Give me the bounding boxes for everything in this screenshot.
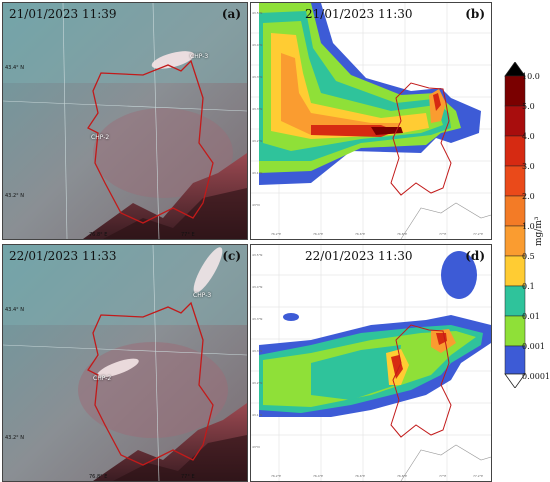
- timestamp-d: 22/01/2023 11:30: [305, 249, 413, 263]
- lat-tick-a-2: 43.2° N: [5, 193, 24, 199]
- chp2-label-a: CHP-2: [91, 134, 110, 141]
- map-lat-tick-b-4: 43.3°N: [252, 107, 263, 111]
- colorbar-label-10: 0.001: [522, 342, 545, 351]
- map-lat-tick-d-1: 43.5°N: [252, 253, 263, 257]
- map-lat-tick-b-3: 43.3°N: [252, 75, 263, 79]
- colorbar-label-1: 10.0: [522, 72, 540, 81]
- satellite-panel-c: 22/01/2023 11:33 (c) CHP-3 CHP-2 43.4° N…: [2, 244, 248, 482]
- panel-label-d: (d): [465, 249, 485, 263]
- colorbar-bottom-arrow: [504, 373, 526, 388]
- map-lon-tick-d-6: 77.2°E: [473, 474, 484, 478]
- timestamp-a: 21/01/2023 11:39: [9, 7, 117, 21]
- colorbar-label-11: 0.0001: [522, 372, 550, 381]
- colorbar-label-5: 2.0: [522, 192, 535, 201]
- map-lon-tick-d-3: 76.6°E: [355, 474, 366, 478]
- chp2-label-c: CHP-2: [93, 375, 112, 382]
- map-lat-tick-d-4: 43.3°N: [252, 349, 263, 353]
- concentration-field-d: [251, 245, 491, 481]
- timestamp-b: 21/01/2023 11:30: [305, 7, 413, 21]
- chp3-label-a: CHP-3: [190, 53, 209, 60]
- colorbar-label-4: 3.0: [522, 162, 535, 171]
- dispersion-map-d: 22/01/2023 11:30 (d) 43.5°N 43.4°N 43.3°…: [250, 244, 492, 482]
- map-lat-tick-b-7: 43°N: [252, 203, 260, 207]
- map-lon-tick-b-5: 77°E: [439, 232, 447, 236]
- map-lon-tick-d-5: 77°E: [439, 474, 447, 478]
- colorbar-unit: mg/m³: [534, 216, 544, 246]
- lon-tick-a-2: 77° E: [181, 232, 195, 238]
- map-lon-tick-d-2: 76.4°E: [313, 474, 324, 478]
- map-lat-tick-d-7: 43°N: [252, 445, 260, 449]
- map-lon-tick-b-1: 76.2°E: [271, 232, 282, 236]
- colorbar-label-7: 0.5: [522, 252, 535, 261]
- map-lon-tick-b-3: 76.6°E: [355, 232, 366, 236]
- chp3-label-c: CHP-3: [193, 292, 212, 299]
- map-lat-tick-d-5: 43.2°N: [252, 381, 263, 385]
- map-lon-tick-d-1: 76.2°E: [271, 474, 282, 478]
- colorbar: [504, 62, 526, 388]
- map-lon-tick-b-6: 77.2°E: [473, 232, 484, 236]
- lat-tick-a-1: 43.4° N: [5, 65, 24, 71]
- colorbar-label-6: 1.0: [522, 222, 535, 231]
- colorbar-label-9: 0.01: [522, 312, 540, 321]
- lon-tick-c-1: 76.8° E: [89, 474, 108, 480]
- concentration-field-b: [251, 3, 491, 239]
- map-lat-tick-b-2: 43.4°N: [252, 43, 263, 47]
- timestamp-c: 22/01/2023 11:33: [9, 249, 117, 263]
- map-lon-tick-b-2: 76.4°E: [313, 232, 324, 236]
- map-lat-tick-d-6: 43.1°N: [252, 413, 263, 417]
- lon-tick-a-1: 76.8° E: [89, 232, 108, 238]
- colorbar-label-2: 5.0: [522, 102, 535, 111]
- colorbar-svg: [504, 62, 526, 388]
- map-lon-tick-d-4: 76.8°E: [397, 474, 408, 478]
- lat-tick-c-1: 43.4° N: [5, 307, 24, 313]
- satellite-image-c: [3, 245, 247, 481]
- colorbar-label-8: 0.1: [522, 282, 535, 291]
- colorbar-label-3: 4.0: [522, 132, 535, 141]
- panel-label-b: (b): [465, 7, 485, 21]
- satellite-image-a: [3, 3, 247, 239]
- map-lat-tick-b-6: 43.1°N: [252, 171, 263, 175]
- map-lat-tick-b-1: 43.5°N: [252, 11, 263, 15]
- map-lat-tick-d-2: 43.4°N: [252, 285, 263, 289]
- lat-tick-c-2: 43.2° N: [5, 435, 24, 441]
- panel-label-a: (a): [221, 7, 241, 21]
- satellite-panel-a: 21/01/2023 11:39 (a) CHP-3 CHP-2 43.4° N…: [2, 2, 248, 240]
- map-lat-tick-b-5: 43.2°N: [252, 139, 263, 143]
- panel-label-c: (c): [222, 249, 241, 263]
- dispersion-map-b: 21/01/2023 11:30 (b) 43.5°N 43.4°N 43.3°…: [250, 2, 492, 240]
- map-lat-tick-d-3: 43.3°N: [252, 317, 263, 321]
- lon-tick-c-2: 77° E: [181, 474, 195, 480]
- map-lon-tick-b-4: 76.8°E: [397, 232, 408, 236]
